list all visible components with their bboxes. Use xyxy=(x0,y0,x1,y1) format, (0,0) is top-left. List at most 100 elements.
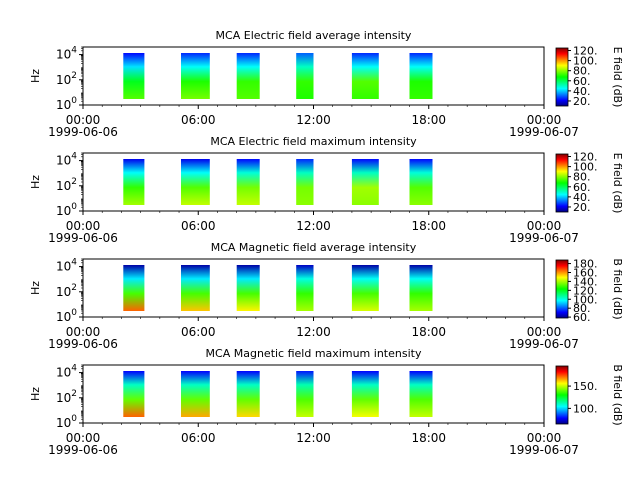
y-axis-label: Hz xyxy=(29,281,42,295)
colorbar-tick-label: 20. xyxy=(573,201,591,214)
colorbar-label: E field (dB) xyxy=(611,153,624,214)
panel-3: MCA Magnetic field average intensity 100 1… xyxy=(29,241,624,351)
y-tick-label: 102 xyxy=(56,177,77,193)
colorbar-tick-label: 150. xyxy=(573,380,598,393)
colorbar-tick-label: 100. xyxy=(573,55,598,68)
colorbar-label: B field (dB) xyxy=(611,258,624,319)
x-tick-label: 18:00 xyxy=(411,113,446,127)
x-tick-label: 18:00 xyxy=(411,219,446,233)
x-tick-label: 12:00 xyxy=(296,219,331,233)
y-tick-label: 102 xyxy=(56,283,77,299)
x-date-label: 1999-06-07 xyxy=(509,125,579,139)
colorbar-tick-label: 100. xyxy=(573,161,598,174)
colorbar xyxy=(555,365,569,425)
x-tick-label: 00:00 xyxy=(66,325,101,339)
colorbar-tick-label: 100. xyxy=(573,293,598,306)
data-segment xyxy=(236,371,260,417)
data-segment xyxy=(181,265,210,311)
colorbar-tick-label: 160. xyxy=(573,266,598,279)
y-tick-label: 104 xyxy=(56,364,77,380)
panel-title: MCA Magnetic field maximum intensity xyxy=(206,347,422,360)
y-tick-label: 100 xyxy=(56,96,77,112)
colorbar-tick-label: 60. xyxy=(573,311,591,324)
data-segment xyxy=(409,265,433,311)
colorbar-tick-label: 80. xyxy=(573,65,591,78)
colorbar-tick-label: 40. xyxy=(573,191,591,204)
y-axis-label: Hz xyxy=(29,387,42,401)
data-segment xyxy=(123,371,145,417)
x-tick-label: 00:00 xyxy=(527,431,562,445)
data-segment xyxy=(123,53,145,99)
y-axis-label: Hz xyxy=(29,175,42,189)
x-tick-label: 00:00 xyxy=(66,219,101,233)
x-tick-label: 18:00 xyxy=(411,431,446,445)
colorbar-tick-label: 120. xyxy=(573,45,598,58)
colorbar-tick-label: 20. xyxy=(573,95,591,108)
x-tick-label: 06:00 xyxy=(181,113,216,127)
colorbar-tick-label: 180. xyxy=(573,258,598,271)
y-tick-label: 100 xyxy=(56,308,77,324)
data-segment xyxy=(236,159,260,205)
data-segment xyxy=(181,159,210,205)
data-segment xyxy=(123,265,145,311)
colorbar-label: E field (dB) xyxy=(611,47,624,108)
data-segment xyxy=(351,265,379,311)
x-date-label: 1999-06-07 xyxy=(509,337,579,351)
x-date-label: 1999-06-07 xyxy=(509,231,579,245)
data-segment xyxy=(181,53,210,99)
colorbar xyxy=(555,259,569,319)
data-segment xyxy=(409,371,433,417)
colorbar-tick-label: 140. xyxy=(573,275,598,288)
x-tick-label: 00:00 xyxy=(527,113,562,127)
panel-title: MCA Electric field maximum intensity xyxy=(210,135,417,148)
colorbar xyxy=(555,47,569,107)
x-tick-label: 00:00 xyxy=(66,113,101,127)
x-tick-label: 00:00 xyxy=(527,219,562,233)
data-segment xyxy=(409,159,433,205)
colorbar-tick-label: 60. xyxy=(573,181,591,194)
data-segment xyxy=(236,265,260,311)
x-date-label: 1999-06-06 xyxy=(48,231,118,245)
data-segment xyxy=(351,53,379,99)
x-date-label: 1999-06-06 xyxy=(48,125,118,139)
x-date-label: 1999-06-06 xyxy=(48,337,118,351)
x-tick-label: 00:00 xyxy=(66,431,101,445)
panel-4: MCA Magnetic field maximum intensity 100 1… xyxy=(29,347,624,457)
colorbar-tick-label: 120. xyxy=(573,284,598,297)
colorbar-tick-label: 80. xyxy=(573,302,591,315)
colorbar-label: B field (dB) xyxy=(611,364,624,425)
y-tick-label: 100 xyxy=(56,414,77,430)
data-segment xyxy=(296,159,314,205)
data-segment xyxy=(236,53,260,99)
x-tick-label: 12:00 xyxy=(296,113,331,127)
data-segment xyxy=(181,371,210,417)
x-tick-label: 06:00 xyxy=(181,325,216,339)
data-segment xyxy=(296,371,314,417)
panel-2: MCA Electric field maximum intensity 100 1… xyxy=(29,135,624,245)
colorbar-tick-label: 100. xyxy=(573,402,598,415)
data-segment xyxy=(351,371,379,417)
y-tick-label: 102 xyxy=(56,389,77,405)
x-tick-label: 06:00 xyxy=(181,431,216,445)
colorbar-tick-label: 60. xyxy=(573,75,591,88)
x-date-label: 1999-06-07 xyxy=(509,443,579,457)
colorbar xyxy=(555,153,569,213)
panel-title: MCA Electric field average intensity xyxy=(216,29,412,42)
x-date-label: 1999-06-06 xyxy=(48,443,118,457)
data-segment xyxy=(296,53,314,99)
colorbar-tick-label: 80. xyxy=(573,171,591,184)
x-tick-label: 00:00 xyxy=(527,325,562,339)
data-segment xyxy=(296,265,314,311)
y-tick-label: 104 xyxy=(56,258,77,274)
data-segment xyxy=(351,159,379,205)
x-tick-label: 12:00 xyxy=(296,431,331,445)
x-tick-label: 06:00 xyxy=(181,219,216,233)
y-tick-label: 100 xyxy=(56,202,77,218)
y-tick-label: 104 xyxy=(56,46,77,62)
y-tick-label: 102 xyxy=(56,71,77,87)
colorbar-tick-label: 120. xyxy=(573,151,598,164)
data-segment xyxy=(123,159,145,205)
y-axis-label: Hz xyxy=(29,69,42,83)
panel-title: MCA Magnetic field average intensity xyxy=(211,241,417,254)
